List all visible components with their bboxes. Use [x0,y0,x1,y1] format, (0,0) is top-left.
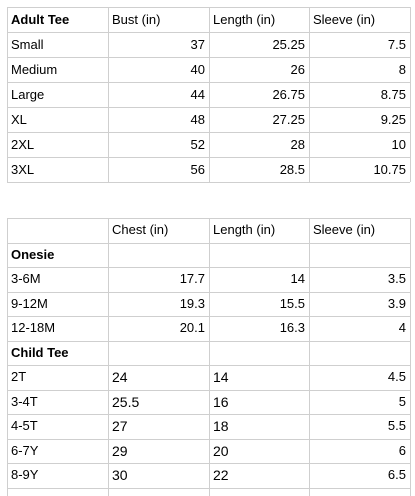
kids-header-chest: Chest (in) [112,222,169,237]
child-tee-chest-cell: 30 [112,467,128,483]
child-tee-chest-cell: 25.5 [112,394,140,410]
grid-line-vertical [410,218,411,496]
adult-sleeve-cell: 8 [398,62,406,77]
child-tee-chest-cell: 27 [112,418,128,434]
grid-line-vertical [309,7,310,182]
grid-line-horizontal [7,7,410,8]
grid-line-vertical [309,218,310,496]
grid-line-horizontal [7,488,410,489]
child-tee-sleeve-cell: 6 [398,443,406,458]
child-tee-length-cell: 20 [213,443,229,459]
adult-length-cell: 28.5 [279,162,305,177]
onesie-size-cell: 12-18M [11,320,56,335]
grid-line-horizontal [7,82,410,83]
child-tee-sleeve-cell: 6.5 [387,467,406,482]
onesie-size-cell: 3-6M [11,271,41,286]
grid-line-vertical [7,7,8,182]
grid-line-horizontal [7,32,410,33]
adult-length-cell: 26.75 [272,87,305,102]
onesie-chest-cell: 17.7 [179,271,205,286]
adult-size-cell: Small [11,37,44,52]
grid-line-horizontal [7,57,410,58]
grid-line-horizontal [7,157,410,158]
onesie-sleeve-cell: 3.9 [387,296,406,311]
adult-size-cell: Medium [11,62,58,77]
grid-line-horizontal [7,218,410,219]
grid-line-vertical [7,218,8,496]
grid-line-vertical [209,7,210,182]
onesie-sleeve-cell: 3.5 [387,271,406,286]
adult-sleeve-cell: 10.75 [373,162,406,177]
grid-line-horizontal [7,292,410,293]
adult-sleeve-cell: 8.75 [380,87,406,102]
grid-line-horizontal [7,463,410,464]
onesie-section-label: Onesie [11,247,55,262]
adult-chest-cell: 40 [190,62,205,77]
child-tee-length-cell: 22 [213,467,229,483]
child-tee-sleeve-cell: 5 [398,394,406,409]
child-tee-chest-cell: 29 [112,443,128,459]
child-tee-chest-cell: 24 [112,369,128,385]
adult-chest-cell: 37 [190,37,205,52]
adult-header-sleeve: Sleeve (in) [313,12,376,27]
grid-line-horizontal [7,414,410,415]
child-tee-size-cell: 2T [11,369,27,384]
adult-header-chest: Bust (in) [112,12,161,27]
adult-chest-cell: 44 [190,87,205,102]
grid-line-horizontal [7,107,410,108]
adult-size-cell: 3XL [11,162,35,177]
adult-sleeve-cell: 7.5 [387,37,406,52]
grid-line-horizontal [7,132,410,133]
adult-length-cell: 27.25 [272,112,305,127]
adult-header-size: Adult Tee [11,12,70,27]
adult-chest-cell: 48 [190,112,205,127]
grid-line-vertical [108,7,109,182]
grid-line-horizontal [7,341,410,342]
grid-line-vertical [410,7,411,182]
onesie-chest-cell: 20.1 [179,320,205,335]
child-tee-length-cell: 14 [213,369,229,385]
grid-line-horizontal [7,365,410,366]
adult-length-cell: 26 [290,62,305,77]
adult-length-cell: 28 [290,137,305,152]
child-tee-size-cell: 6-7Y [11,443,39,458]
child-tee-sleeve-cell: 5.5 [387,418,406,433]
child-tee-section-label: Child Tee [11,345,69,360]
onesie-length-cell: 15.5 [279,296,305,311]
grid-line-horizontal [7,316,410,317]
onesie-chest-cell: 19.3 [179,296,205,311]
adult-sleeve-cell: 9.25 [380,112,406,127]
child-tee-size-cell: 3-4T [11,394,38,409]
adult-size-cell: XL [11,112,27,127]
adult-size-cell: 2XL [11,137,35,152]
adult-chest-cell: 56 [190,162,205,177]
child-tee-size-cell: 8-9Y [11,467,39,482]
onesie-length-cell: 14 [290,271,305,286]
grid-line-vertical [209,218,210,496]
grid-line-horizontal [7,243,410,244]
kids-header-length: Length (in) [213,222,276,237]
adult-sleeve-cell: 10 [391,137,406,152]
kids-header-sleeve: Sleeve (in) [313,222,376,237]
onesie-size-cell: 9-12M [11,296,48,311]
child-tee-length-cell: 18 [213,418,229,434]
adult-header-length: Length (in) [213,12,276,27]
grid-line-horizontal [7,390,410,391]
onesie-sleeve-cell: 4 [398,320,406,335]
grid-line-horizontal [7,439,410,440]
adult-length-cell: 25.25 [272,37,305,52]
child-tee-size-cell: 4-5T [11,418,38,433]
onesie-length-cell: 16.3 [279,320,305,335]
child-tee-sleeve-cell: 4.5 [387,369,406,384]
grid-line-horizontal [7,267,410,268]
child-tee-length-cell: 16 [213,394,229,410]
grid-line-horizontal [7,182,410,183]
adult-size-cell: Large [11,87,45,102]
adult-chest-cell: 52 [190,137,205,152]
grid-line-vertical [108,218,109,496]
